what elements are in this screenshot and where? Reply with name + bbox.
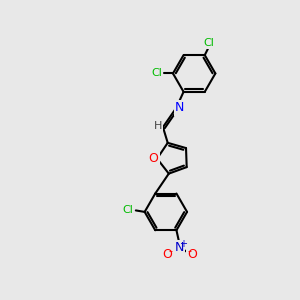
Text: O: O [187,248,197,261]
Text: H: H [154,121,162,131]
Text: +: + [179,239,187,249]
Text: Cl: Cl [151,68,162,78]
Text: -: - [188,246,191,256]
Text: Cl: Cl [204,38,214,48]
Text: O: O [148,152,158,165]
Text: N: N [175,101,184,115]
Text: Cl: Cl [122,206,133,215]
Text: N: N [175,241,184,254]
Text: -: - [169,246,172,256]
Text: O: O [162,248,172,261]
